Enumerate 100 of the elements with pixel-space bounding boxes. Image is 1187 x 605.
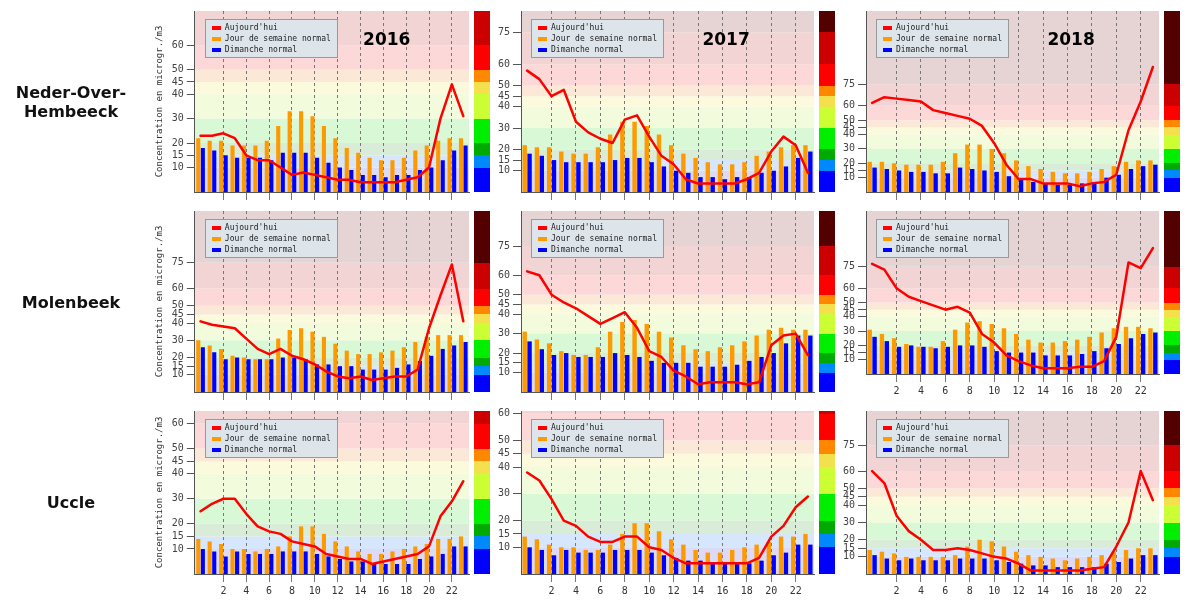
y-tick-label: 10: [497, 164, 511, 176]
bar: [970, 345, 975, 374]
bar: [693, 349, 698, 392]
bar: [212, 150, 217, 192]
y-tick-label: 40: [842, 128, 856, 140]
bar: [1116, 561, 1121, 574]
bar: [235, 157, 240, 192]
bar: [1153, 332, 1158, 374]
bar: [219, 140, 224, 192]
x-tick-label: 22: [789, 584, 802, 596]
bar: [1136, 160, 1141, 192]
bar: [367, 157, 372, 192]
bar: [564, 162, 569, 192]
bar: [661, 362, 667, 392]
bar: [299, 526, 304, 574]
bar: [1123, 549, 1129, 574]
bar: [583, 153, 588, 192]
bar: [637, 549, 642, 574]
bar: [747, 563, 752, 574]
bar: [989, 148, 994, 192]
bar: [326, 364, 331, 392]
bar: [928, 346, 933, 374]
bar: [1128, 338, 1134, 374]
bar: [287, 536, 292, 574]
x-tick-label: 2: [220, 584, 227, 596]
legend-label: Dimanche normal: [224, 244, 298, 255]
bar: [940, 161, 946, 192]
x-tick-label: 10: [643, 584, 656, 596]
bar: [965, 144, 970, 192]
legend-label: Jour de semaine normal: [551, 33, 657, 44]
bar: [965, 322, 970, 374]
bar: [212, 352, 217, 392]
bar: [337, 558, 342, 574]
y-tick-label: 10: [171, 368, 184, 380]
legend-label: Aujourd'hui: [551, 22, 605, 33]
legend-label: Dimanche normal: [224, 44, 298, 55]
bar: [269, 553, 274, 574]
x-tick-label: 14: [354, 584, 367, 596]
bar: [872, 555, 877, 574]
bar: [1128, 169, 1134, 192]
bar: [791, 536, 796, 574]
x-tick-label: 22: [1134, 584, 1147, 596]
bar: [207, 541, 212, 574]
bar: [539, 155, 544, 192]
y-axis-title: Concentration en microgr./m3: [153, 416, 164, 569]
y-tick-label: 30: [497, 121, 511, 133]
bar: [612, 549, 618, 574]
y-tick-label: 60: [842, 281, 856, 293]
x-tick-label: 8: [288, 584, 295, 596]
bar: [916, 164, 921, 192]
bar: [1055, 184, 1060, 192]
bar: [884, 169, 889, 192]
bar: [921, 171, 926, 192]
y-tick-label: 45: [497, 447, 511, 459]
bar: [620, 533, 625, 574]
x-tick-label: 4: [572, 584, 579, 596]
bar: [440, 348, 445, 392]
bar: [349, 561, 354, 574]
bar: [292, 152, 297, 192]
bar: [1123, 326, 1129, 374]
text: 2017: [701, 29, 751, 49]
bar: [551, 355, 557, 392]
bar: [891, 163, 897, 192]
bar: [921, 560, 926, 574]
legend-label: Jour de semaine normal: [896, 433, 1002, 444]
bar: [879, 333, 885, 374]
x-tick-label: 20: [423, 584, 436, 596]
bar: [390, 350, 395, 392]
bar: [546, 544, 552, 574]
bar: [754, 335, 759, 392]
bar: [417, 558, 422, 574]
bar: [326, 162, 331, 192]
legend-label: Jour de semaine normal: [224, 433, 331, 444]
x-tick-label: 16: [377, 584, 390, 596]
bar: [212, 551, 217, 574]
bar: [287, 329, 292, 392]
bar: [957, 345, 963, 374]
bar: [452, 546, 457, 574]
y-axis-title: Concentration en microgr./m3: [153, 25, 164, 178]
bar: [1006, 561, 1012, 574]
bar: [413, 342, 418, 392]
bar: [447, 335, 452, 392]
legend-label: Jour de semaine normal: [896, 33, 1002, 44]
bar: [576, 552, 581, 574]
bar: [612, 160, 618, 192]
bar: [1153, 555, 1158, 574]
bar: [534, 339, 540, 392]
bar: [1136, 326, 1141, 374]
bar: [253, 551, 258, 574]
y-axis-title: Concentration en microgr./m3: [153, 225, 164, 378]
y-tick-label: 75: [171, 256, 184, 268]
bar: [1140, 166, 1146, 192]
text: Molenbeek: [20, 291, 122, 314]
x-tick-label: 8: [621, 584, 628, 596]
bar: [607, 331, 613, 392]
bar: [588, 552, 593, 574]
bar: [595, 549, 601, 574]
bar: [223, 359, 228, 392]
bar: [527, 341, 532, 392]
bar: [1099, 332, 1104, 374]
